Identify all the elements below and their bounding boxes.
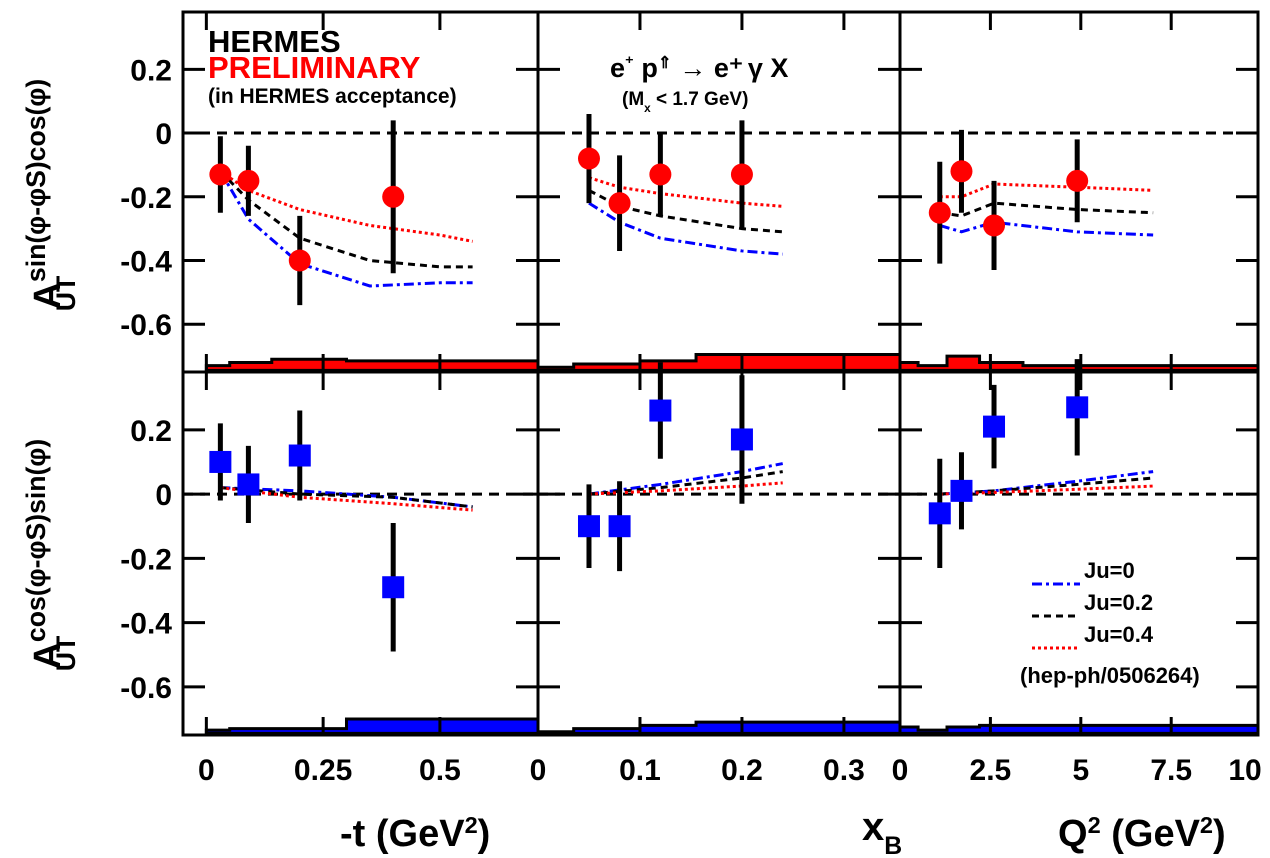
x-axis-title-t: -t (GeV2): [340, 812, 490, 855]
xtick-label-q2: 2.5: [970, 754, 1012, 787]
model-ju04-t-bottom: [220, 486, 473, 512]
ytick-label-bottom: -0.2: [120, 543, 172, 576]
model-ju0-xb-bottom: [588, 462, 784, 496]
point-t-bottom-2: [288, 444, 311, 467]
model-ju02-t-top: [219, 170, 473, 269]
xtick-label-xb: 0.1: [619, 754, 661, 787]
reference-label: (hep-ph/0506264): [1020, 663, 1200, 688]
reaction-label: e⁺ p⇑ → e⁺ γ X: [610, 53, 788, 84]
point-xb-top-3: [730, 163, 753, 186]
point-q2-bottom-2: [983, 415, 1006, 438]
model-ju0-t-top: [219, 170, 473, 288]
point-t-top-2: [288, 249, 311, 272]
ytick-label-top: 0: [155, 118, 172, 151]
tick-labels: 0.20-0.2-0.4-0.60.20-0.2-0.4-0.60 0.25 0.5…: [120, 54, 1261, 787]
point-xb-top-1: [608, 192, 631, 215]
point-q2-top-2: [983, 214, 1006, 237]
frame-q2-bottom: [898, 370, 1260, 737]
xtick-label-q2: 5: [1072, 754, 1089, 787]
model-ju0-t-bottom: [220, 486, 473, 509]
ytick-label-top: -0.4: [120, 245, 172, 278]
point-q2-top-0: [928, 201, 951, 224]
y-axis-title-bottom: Acos(φ-φS)sin(φ)UT: [21, 439, 81, 672]
xtick-label-t: 0: [198, 754, 215, 787]
model-ju02-t-bottom: [220, 486, 473, 509]
legend: Ju=0 Ju=0.2 Ju=0.4: [1032, 558, 1154, 650]
ytick-label-top: -0.2: [120, 182, 172, 215]
legend-label-ju02: Ju=0.2: [1084, 590, 1153, 615]
model-ju02-xb-bottom: [588, 470, 783, 496]
collab-label: HERMES: [208, 24, 341, 59]
model-ju0-xb-top: [588, 201, 783, 256]
model-ju04-t-top: [219, 170, 473, 243]
x-axis-title-q2: Q2 (GeV2): [1058, 812, 1226, 855]
point-q2-bottom-3: [1066, 396, 1089, 419]
ytick-label-bottom: -0.4: [120, 608, 172, 641]
point-q2-bottom-0: [928, 502, 951, 525]
y-axis-title-top: Asin(φ-φS)cos(φ)UT: [21, 79, 81, 312]
xtick-label-t: 0.5: [419, 754, 461, 787]
xtick-label-t: 0.25: [294, 754, 352, 787]
xtick-label-q2: 0: [892, 754, 909, 787]
point-q2-top-3: [1066, 169, 1089, 192]
ytick-label-bottom: -0.6: [120, 672, 172, 705]
band-q2-bottom: [898, 723, 1260, 735]
ytick-label-top: 0.2: [130, 54, 172, 87]
point-t-bottom-3: [382, 576, 405, 599]
point-t-top-3: [382, 185, 405, 208]
point-xb-bottom-0: [577, 515, 600, 538]
svg-text:Acos(φ-φS)sin(φ)UT: Acos(φ-φS)sin(φ)UT: [21, 439, 81, 672]
panel-frames: [181, 10, 1260, 737]
point-xb-bottom-3: [730, 428, 753, 451]
model-ju04-q2-bottom: [939, 484, 1154, 496]
legend-label-ju0: Ju=0: [1084, 558, 1135, 583]
point-xb-top-0: [577, 147, 600, 170]
point-t-top-0: [209, 163, 232, 186]
point-xb-top-2: [649, 163, 672, 186]
acceptance-label: (in HERMES acceptance): [208, 85, 457, 108]
point-q2-top-1: [950, 160, 973, 183]
xtick-label-xb: 0.3: [823, 754, 865, 787]
cut-label: (Mx < 1.7 GeV): [622, 89, 748, 115]
ytick-label-bottom: 0: [155, 479, 172, 512]
point-xb-bottom-2: [649, 399, 672, 422]
model-ju02-q2-top: [939, 201, 1154, 218]
data-points: [209, 147, 1089, 599]
xtick-label-q2: 10: [1228, 754, 1261, 787]
ytick-label-bottom: 0.2: [130, 415, 172, 448]
point-t-bottom-1: [237, 473, 260, 496]
preliminary-label: PRELIMINARY: [208, 50, 421, 85]
point-t-bottom-0: [209, 450, 232, 473]
point-t-top-1: [237, 169, 260, 192]
point-xb-bottom-1: [608, 515, 631, 538]
ytick-label-top: -0.6: [120, 309, 172, 342]
legend-label-ju04: Ju=0.4: [1084, 622, 1154, 647]
point-q2-bottom-1: [950, 479, 973, 502]
x-axis-title-xb: xB: [862, 805, 902, 858]
tick-marks: [183, 12, 1258, 735]
xtick-label-xb: 0.2: [721, 754, 763, 787]
svg-text:Asin(φ-φS)cos(φ)UT: Asin(φ-φS)cos(φ)UT: [21, 79, 81, 312]
xtick-label-xb: 0: [530, 754, 547, 787]
xtick-label-q2: 7.5: [1150, 754, 1192, 787]
